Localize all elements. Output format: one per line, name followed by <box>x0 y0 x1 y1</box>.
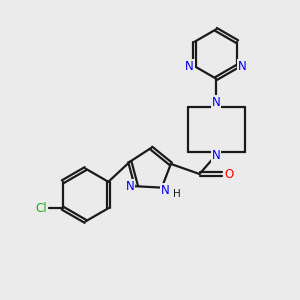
Text: Cl: Cl <box>35 202 46 215</box>
Text: N: N <box>212 148 220 162</box>
Text: N: N <box>212 96 220 110</box>
Text: N: N <box>185 60 194 73</box>
Text: O: O <box>224 167 233 181</box>
Text: N: N <box>238 60 247 73</box>
Text: H: H <box>173 189 181 199</box>
Text: N: N <box>125 180 134 193</box>
Text: N: N <box>161 184 170 197</box>
